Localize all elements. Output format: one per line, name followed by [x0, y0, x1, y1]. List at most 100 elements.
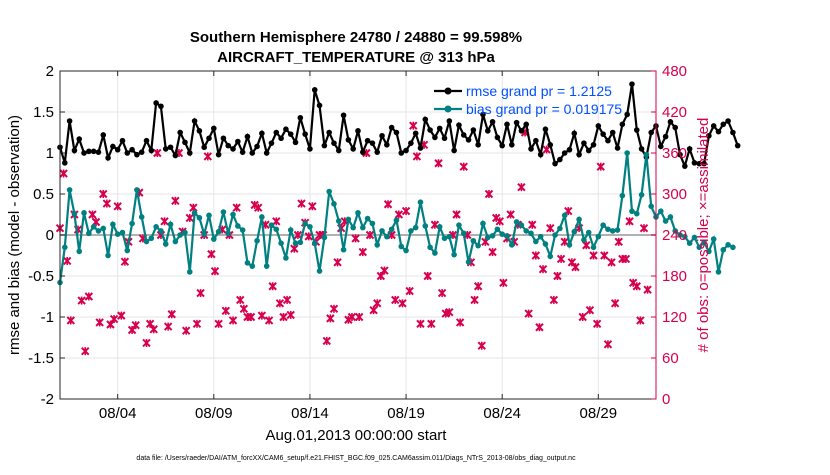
bias-point: [581, 237, 587, 243]
bias-point: [403, 247, 409, 254]
bias-point: [715, 269, 722, 275]
y-axis-ticks: -2 -1.5 -1 -0.5 0 0.5 1 1.5 2: [28, 63, 65, 408]
bias-point: [134, 187, 140, 193]
rmse-point: [456, 122, 462, 128]
rmse-point: [624, 111, 630, 118]
obs-count-marker: [59, 169, 68, 178]
bias-point: [350, 224, 356, 231]
obs-count-marker: [409, 121, 418, 130]
y-right-tick-label: 360: [662, 145, 687, 162]
bias-point: [441, 235, 448, 242]
rmse-point: [81, 150, 87, 156]
series-lines: [57, 81, 741, 286]
bias-point: [235, 223, 241, 229]
rmse-point: [374, 149, 381, 155]
rmse-point: [297, 114, 304, 121]
obs-count-marker: [113, 202, 122, 211]
rmse-point: [734, 142, 741, 149]
y-right-axis-label: # of obs: o=possible; ×=assimilated: [695, 118, 712, 353]
obs-count-marker: [102, 199, 112, 208]
rmse-point: [340, 112, 347, 119]
rmse-point: [379, 132, 385, 139]
obs-count-marker: [163, 322, 173, 331]
obs-count-marker: [459, 162, 468, 171]
rmse-point: [153, 100, 159, 106]
rmse-point: [287, 131, 294, 137]
rmse-point: [302, 131, 308, 137]
obs-count-marker: [272, 217, 281, 226]
obs-count-marker: [214, 319, 223, 329]
rmse-point: [119, 137, 126, 144]
bias-point: [658, 208, 664, 215]
rmse-point: [90, 148, 97, 155]
bias-point: [148, 235, 155, 242]
x-axis-ticks: 08/04 08/09 08/14 08/19 08/24 08/29: [99, 71, 617, 422]
bias-point: [239, 227, 246, 233]
y-axis-label: rmse and bias (model - observation): [6, 115, 23, 355]
rmse-point: [571, 130, 578, 137]
x-tick-label: 08/29: [580, 405, 618, 422]
rmse-point: [547, 142, 554, 148]
bias-point: [129, 220, 135, 227]
bias-point: [162, 241, 169, 247]
bias-point: [451, 251, 457, 258]
y-right-tick-label: 240: [662, 227, 687, 244]
obs-count-marker: [528, 220, 537, 229]
bias-point: [566, 242, 573, 248]
rmse-point: [225, 142, 232, 149]
obs-count-marker: [239, 304, 249, 314]
bias-point: [542, 241, 549, 247]
obs-count-marker: [149, 325, 158, 334]
rmse-point: [600, 131, 606, 137]
bias-point: [182, 229, 188, 236]
bias-point: [619, 192, 626, 199]
rmse-point: [110, 143, 116, 150]
obs-count-marker: [484, 189, 494, 199]
rmse-point: [177, 129, 183, 136]
bias-point: [114, 231, 121, 237]
rmse-point: [499, 142, 505, 149]
bias-point: [196, 214, 203, 221]
obs-count-marker: [380, 266, 389, 275]
legend-label: bias grand pr = 0.019175: [466, 101, 622, 117]
rmse-point: [710, 123, 717, 129]
rmse-point: [369, 140, 376, 146]
obs-count-marker: [600, 251, 609, 260]
rmse-point: [701, 160, 707, 167]
bias-point: [287, 227, 294, 233]
bias-point: [710, 236, 717, 242]
obs-count-marker: [290, 244, 299, 253]
obs-count-marker: [167, 310, 176, 319]
bias-point: [110, 221, 116, 228]
obs-count-marker: [192, 319, 202, 329]
rmse-point: [335, 147, 342, 154]
bias-point: [691, 234, 698, 241]
rmse-point: [523, 121, 530, 128]
obs-count-marker: [373, 299, 382, 308]
obs-count-marker: [203, 152, 213, 161]
bias-point: [244, 260, 251, 266]
obs-count-marker: [63, 256, 72, 266]
rmse-point: [239, 149, 246, 155]
obs-count-marker: [470, 295, 479, 305]
bias-point: [249, 263, 256, 269]
bias-point: [360, 224, 366, 231]
obs-count-marker: [607, 258, 616, 267]
obs-count-marker: [282, 295, 292, 305]
chart-title: Southern Hemisphere 24780 / 24880 = 99.5…: [190, 29, 522, 46]
obs-count-marker: [81, 346, 90, 356]
bias-point: [167, 221, 174, 228]
rmse-point: [509, 142, 515, 148]
bias-point: [124, 247, 131, 254]
bias-point: [211, 236, 217, 242]
bias-point: [384, 233, 390, 240]
rmse-point: [537, 151, 544, 158]
rmse-point: [706, 132, 712, 139]
obs-count-marker: [394, 210, 404, 219]
bias-point: [302, 220, 308, 227]
rmse-point: [686, 146, 693, 152]
bias-point: [484, 234, 491, 241]
bias-point: [470, 237, 477, 244]
rmse-point: [158, 103, 164, 110]
